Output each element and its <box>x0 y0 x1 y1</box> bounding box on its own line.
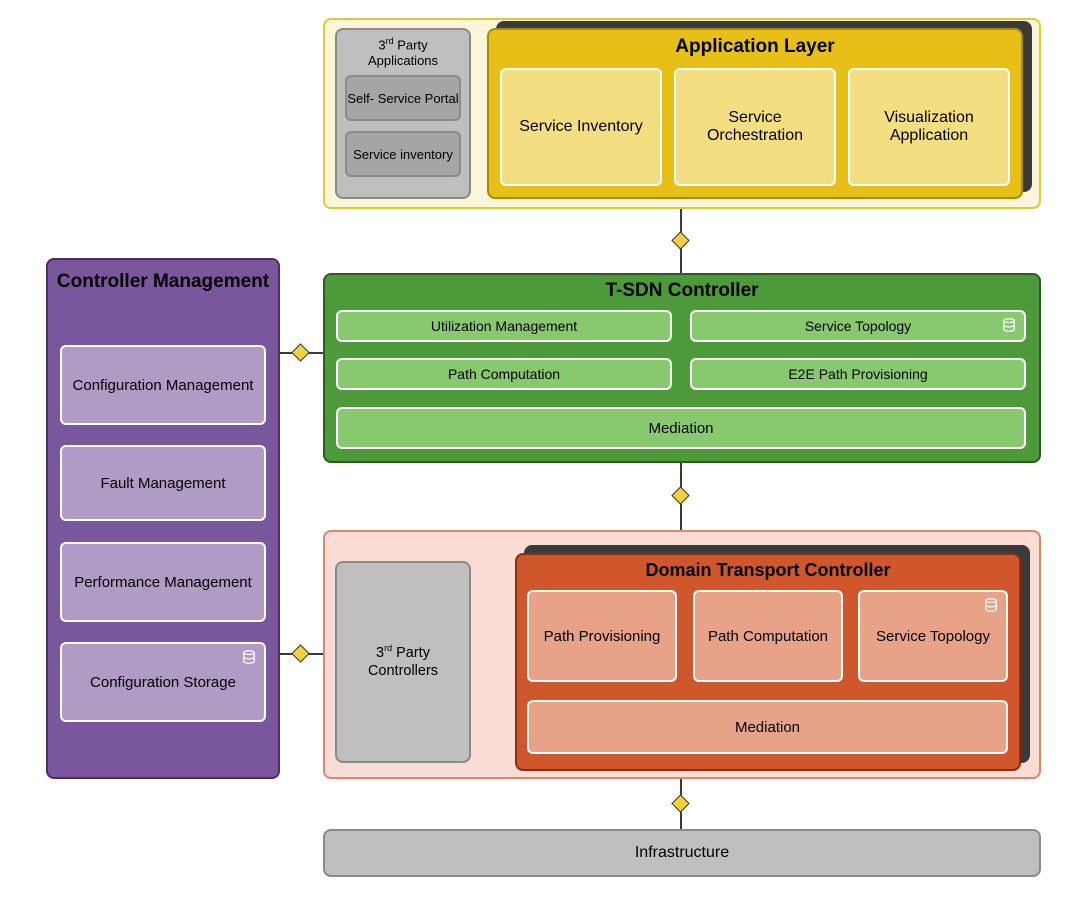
ctrl-mgmt-sub-4: Configuration Storage <box>60 642 266 722</box>
ctrl-mgmt-sub-1: Configuration Management <box>60 345 266 425</box>
conn-cm-tsdn-diamond <box>291 343 309 361</box>
conn-app-tsdn-diamond <box>671 231 689 249</box>
ctrl-mgmt-title: Controller Management <box>48 270 278 294</box>
tsdn-path-comp: Path Computation <box>336 358 672 390</box>
tsdn-e2e: E2E Path Provisioning <box>690 358 1026 390</box>
tsdn-title: T-SDN Controller <box>325 280 1039 302</box>
ctrl-mgmt-sub-3: Performance Management <box>60 542 266 622</box>
third-party-controllers-label: 3rd Party Controllers <box>368 643 438 680</box>
domain-sub-1: Path Provisioning <box>527 590 677 682</box>
app-sub-3: Visualization Application <box>848 68 1010 186</box>
conn-domain-infra-diamond <box>671 794 689 812</box>
infra-title: Infrastructure <box>635 844 729 862</box>
conn-tsdn-domain-diamond <box>671 486 689 504</box>
domain-sub-3: Service Topology <box>858 590 1008 682</box>
service-inventory-small: Service inventory <box>345 131 461 177</box>
third-party-controllers: 3rd Party Controllers <box>335 561 471 763</box>
app-sub-1: Service Inventory <box>500 68 662 186</box>
app-layer-title: Application Layer <box>489 36 1021 58</box>
tsdn-util: Utilization Management <box>336 310 672 342</box>
conn-cm-domain-diamond <box>291 644 309 662</box>
database-icon <box>242 650 256 664</box>
third-party-apps-title: 3rd Party Applications <box>337 36 469 69</box>
domain-title: Domain Transport Controller <box>517 560 1019 581</box>
app-sub-2: Service Orchestration <box>674 68 836 186</box>
infrastructure: Infrastructure <box>323 829 1041 877</box>
self-service-portal: Self- Service Portal <box>345 75 461 121</box>
domain-mediation: Mediation <box>527 700 1008 754</box>
tsdn-topology: Service Topology <box>690 310 1026 342</box>
database-icon <box>984 598 998 612</box>
database-icon <box>1002 318 1016 332</box>
domain-sub-2: Path Computation <box>693 590 843 682</box>
tsdn-mediation: Mediation <box>336 407 1026 449</box>
ctrl-mgmt-sub-2: Fault Management <box>60 445 266 521</box>
